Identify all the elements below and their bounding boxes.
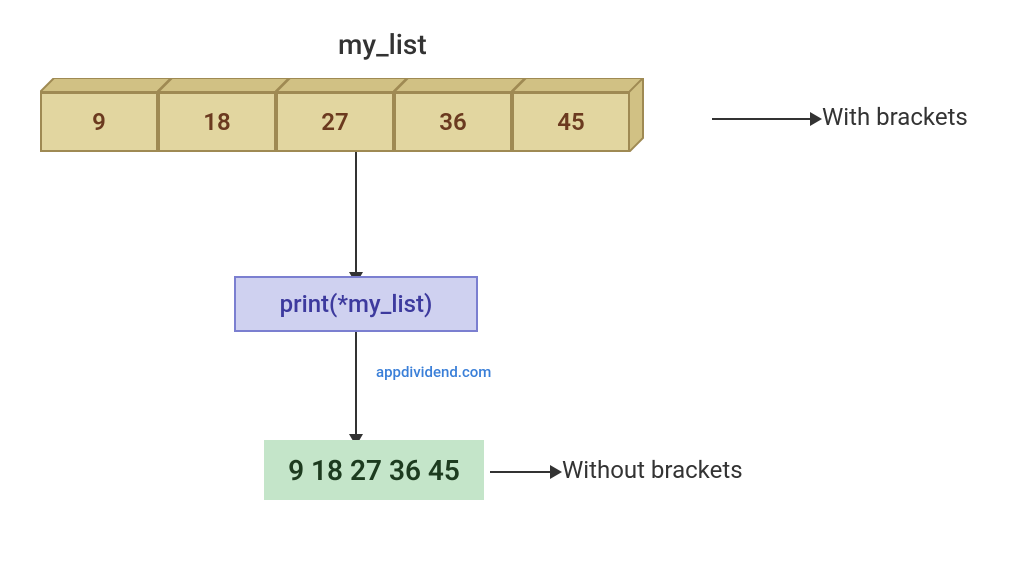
list-cell: 36	[394, 78, 512, 152]
arrow-with-brackets-head	[810, 112, 822, 126]
list-cell-value: 36	[394, 92, 512, 152]
list-boxes: 918273645	[40, 78, 630, 152]
diagram-title: my_list	[338, 28, 427, 61]
arrow-down-1-line	[355, 152, 357, 274]
code-box: print(*my_list)	[234, 276, 478, 332]
list-cell: 27	[276, 78, 394, 152]
arrow-without-brackets-head	[550, 465, 562, 479]
list-cell-value: 18	[158, 92, 276, 152]
list-cell-value: 9	[40, 92, 158, 152]
arrow-with-brackets-line	[712, 118, 810, 120]
output-text: 9 18 27 36 45	[288, 454, 460, 487]
arrow-down-2-line	[355, 332, 357, 436]
watermark-text: appdividend.com	[376, 363, 491, 381]
label-without-brackets: Without brackets	[562, 456, 743, 484]
list-cell: 18	[158, 78, 276, 152]
list-cell: 9	[40, 78, 158, 152]
list-cell: 45	[512, 78, 630, 152]
arrow-without-brackets-line	[490, 471, 550, 473]
code-text: print(*my_list)	[280, 290, 433, 318]
list-cell-value: 27	[276, 92, 394, 152]
list-cell-value: 45	[512, 92, 630, 152]
output-box: 9 18 27 36 45	[264, 440, 484, 500]
label-with-brackets: With brackets	[822, 103, 968, 131]
